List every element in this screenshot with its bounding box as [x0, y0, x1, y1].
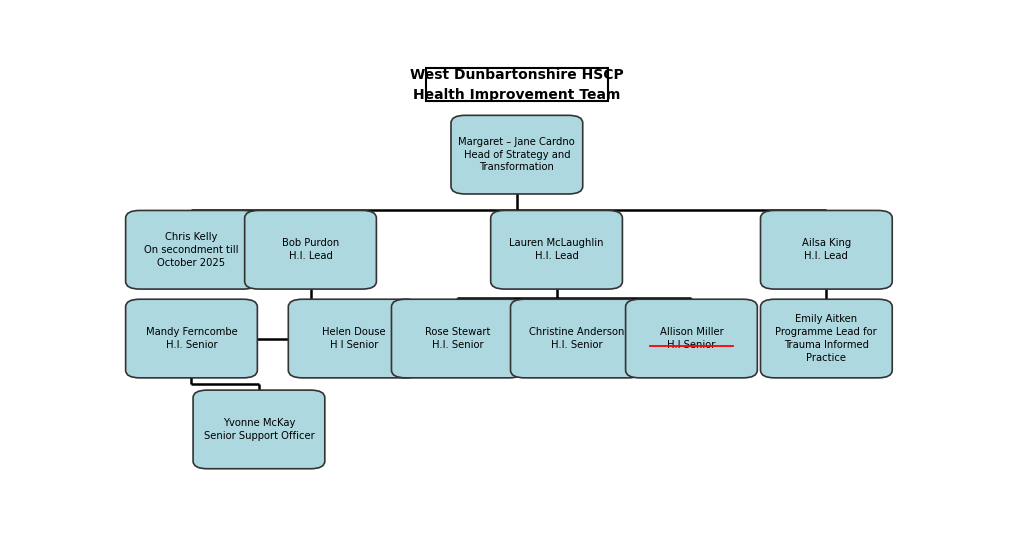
FancyBboxPatch shape	[245, 210, 377, 289]
Text: Mandy Ferncombe
H.I. Senior: Mandy Ferncombe H.I. Senior	[145, 327, 238, 350]
FancyBboxPatch shape	[194, 390, 325, 469]
FancyBboxPatch shape	[490, 210, 623, 289]
FancyBboxPatch shape	[761, 210, 892, 289]
FancyBboxPatch shape	[451, 115, 583, 194]
Text: Rose Stewart
H.I. Senior: Rose Stewart H.I. Senior	[425, 327, 490, 350]
Text: Ailsa King
H.I. Lead: Ailsa King H.I. Lead	[802, 238, 851, 261]
Text: Yvonne McKay
Senior Support Officer: Yvonne McKay Senior Support Officer	[204, 418, 314, 441]
Text: Christine Anderson
H.I. Senior: Christine Anderson H.I. Senior	[528, 327, 624, 350]
FancyBboxPatch shape	[126, 299, 257, 378]
FancyBboxPatch shape	[289, 299, 420, 378]
Text: Helen Douse
H I Senior: Helen Douse H I Senior	[323, 327, 386, 350]
Text: Lauren McLaughlin
H.I. Lead: Lauren McLaughlin H.I. Lead	[509, 238, 604, 261]
Text: Margaret – Jane Cardno
Head of Strategy and
Transformation: Margaret – Jane Cardno Head of Strategy …	[459, 137, 575, 172]
FancyBboxPatch shape	[626, 299, 758, 378]
FancyBboxPatch shape	[511, 299, 642, 378]
FancyBboxPatch shape	[426, 69, 608, 102]
FancyBboxPatch shape	[761, 299, 892, 378]
Text: Chris Kelly
On secondment till
October 2025: Chris Kelly On secondment till October 2…	[144, 232, 239, 267]
Text: West Dunbartonshire HSCP
Health Improvement Team: West Dunbartonshire HSCP Health Improvem…	[410, 68, 624, 102]
Text: Allison Miller
H.I Senior: Allison Miller H.I Senior	[659, 327, 723, 350]
Text: Bob Purdon
H.I. Lead: Bob Purdon H.I. Lead	[282, 238, 339, 261]
FancyBboxPatch shape	[391, 299, 523, 378]
FancyBboxPatch shape	[126, 210, 257, 289]
Text: Emily Aitken
Programme Lead for
Trauma Informed
Practice: Emily Aitken Programme Lead for Trauma I…	[775, 315, 878, 363]
